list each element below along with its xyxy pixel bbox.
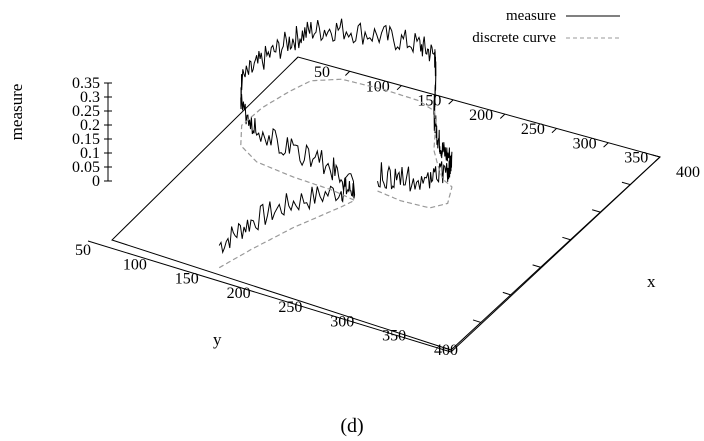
x-axis-tick-label: 300 (573, 135, 597, 152)
x-axis-line (450, 156, 661, 353)
x-axis-tick (396, 85, 402, 91)
chart-series (218, 18, 453, 269)
z-axis-tick-label: 0.05 (72, 159, 100, 176)
y-axis-label: y (213, 330, 222, 349)
y-axis-tick (592, 209, 601, 213)
x-axis-tick-label: 150 (417, 93, 441, 110)
x-axis-tick (293, 56, 299, 62)
y-axis-tick (532, 264, 541, 268)
x-axis-tick-label: 200 (469, 107, 493, 124)
chart-base-plane (111, 56, 661, 351)
y-axis-tick (443, 347, 452, 351)
z-axis-tick-label: 0.2 (80, 117, 100, 134)
y-axis-tick (651, 154, 661, 158)
y-axis-tick (562, 236, 571, 241)
y-axis-tick-label: 50 (75, 242, 91, 259)
z-axis-tick-label: 0.1 (80, 145, 100, 162)
z-axis-tick-label: 0.15 (72, 131, 100, 148)
x-axis-tick-label: 50 (314, 64, 330, 81)
z-axis-tick-label: 0 (92, 173, 100, 190)
z-axis-tick-label: 0.35 (72, 75, 100, 92)
x-axis-tick (499, 113, 506, 119)
series-line-measure (218, 18, 453, 255)
z-axis-label: measure (7, 84, 26, 141)
chart-axes: 5010015020025030035040050100150200250300… (72, 56, 700, 359)
x-axis-tick-label: 100 (366, 78, 390, 95)
z-axis-tick-label: 0.3 (80, 89, 100, 106)
x-axis-tick (603, 142, 609, 148)
y-axis-tick (621, 181, 631, 186)
legend-label-discrete-curve: discrete curve (472, 30, 556, 46)
figure-caption: (d) (340, 415, 363, 437)
legend-label-measure: measure (506, 8, 556, 24)
y-axis-line (87, 240, 452, 353)
y-axis-tick (472, 319, 482, 323)
y-axis-tick-label: 300 (330, 313, 354, 330)
x-axis-tick-label: 250 (521, 121, 545, 138)
x-axis-tick-label: 400 (676, 164, 700, 181)
base-plane-outline (111, 56, 661, 351)
y-axis-tick-label: 250 (278, 299, 302, 316)
x-axis-tick (345, 70, 351, 76)
chart-legend: measure discrete curve (472, 8, 620, 46)
x-axis-tick-label: 350 (624, 150, 648, 167)
x-axis-tick (551, 128, 557, 134)
z-axis-tick-label: 0.25 (72, 103, 100, 120)
y-axis-tick-label: 350 (382, 328, 406, 345)
x-axis-tick (448, 99, 454, 105)
y-axis-tick-label: 100 (123, 256, 147, 273)
y-axis-tick-label: 150 (175, 271, 199, 288)
y-axis-tick (502, 291, 511, 296)
x-axis-label: x (647, 272, 656, 291)
